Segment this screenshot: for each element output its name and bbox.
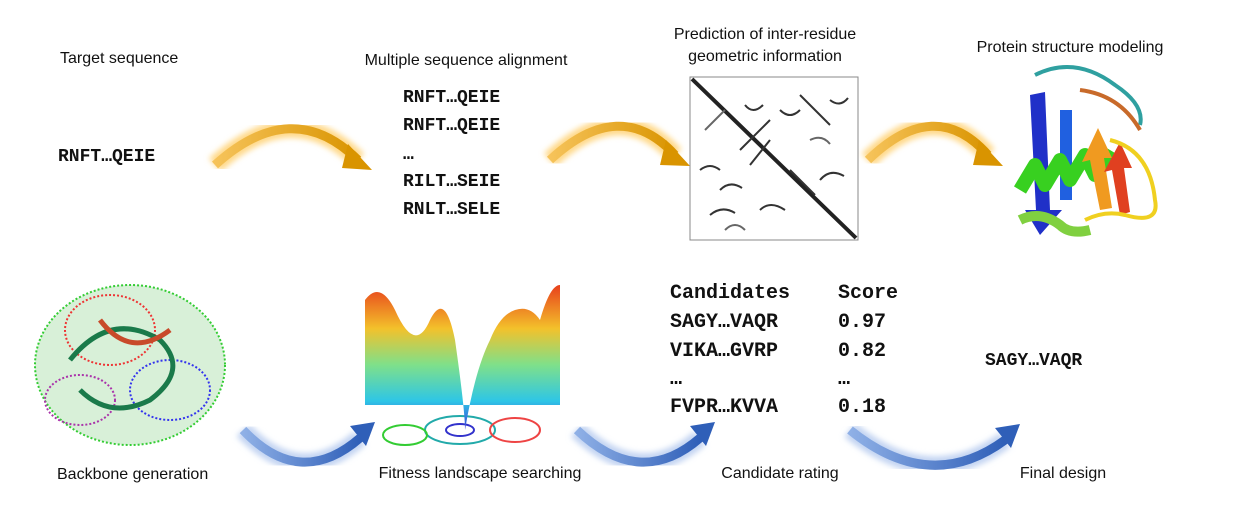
candidate: SAGY…VAQR — [670, 311, 779, 334]
candidate: … — [670, 368, 683, 391]
msa-title: Multiple sequence alignment — [364, 52, 568, 69]
msa-sequence: RNFT…QEIE — [403, 88, 501, 108]
backbone-title: Backbone generation — [57, 466, 209, 483]
msa-sequence: … — [403, 145, 414, 165]
prediction-title: Prediction of inter-residue — [673, 26, 857, 43]
score: … — [838, 368, 851, 391]
target-title: Target sequence — [60, 50, 179, 67]
msa-sequence: RNFT…QEIE — [403, 116, 501, 136]
final-sequence: SAGY…VAQR — [985, 351, 1083, 371]
final-title: Final design — [1019, 465, 1107, 482]
candidate: FVPR…KVVA — [670, 396, 779, 419]
protein-structure — [1013, 65, 1158, 237]
orange-arrows — [208, 117, 1003, 172]
fitness-landscape — [365, 285, 560, 446]
rating-title: Candidate rating — [721, 465, 839, 482]
target-sequence: RNFT…QEIE — [58, 147, 156, 167]
score: 0.18 — [838, 396, 887, 419]
prediction-title: geometric information — [688, 48, 842, 65]
msa-sequence: RILT…SEIE — [403, 172, 501, 192]
backbone-mesh — [34, 284, 226, 446]
table-header: Candidates — [670, 282, 791, 305]
table-header: Score — [838, 282, 899, 305]
score: 0.82 — [838, 340, 887, 363]
modeling-title: Protein structure modeling — [976, 39, 1164, 56]
score: 0.97 — [838, 311, 887, 334]
candidate: VIKA…GVRP — [670, 340, 779, 363]
blue-arrows — [236, 422, 1020, 475]
landscape-title: Fitness landscape searching — [378, 465, 582, 482]
msa-sequence: RNLT…SELE — [403, 200, 501, 220]
contact-map — [689, 76, 859, 241]
